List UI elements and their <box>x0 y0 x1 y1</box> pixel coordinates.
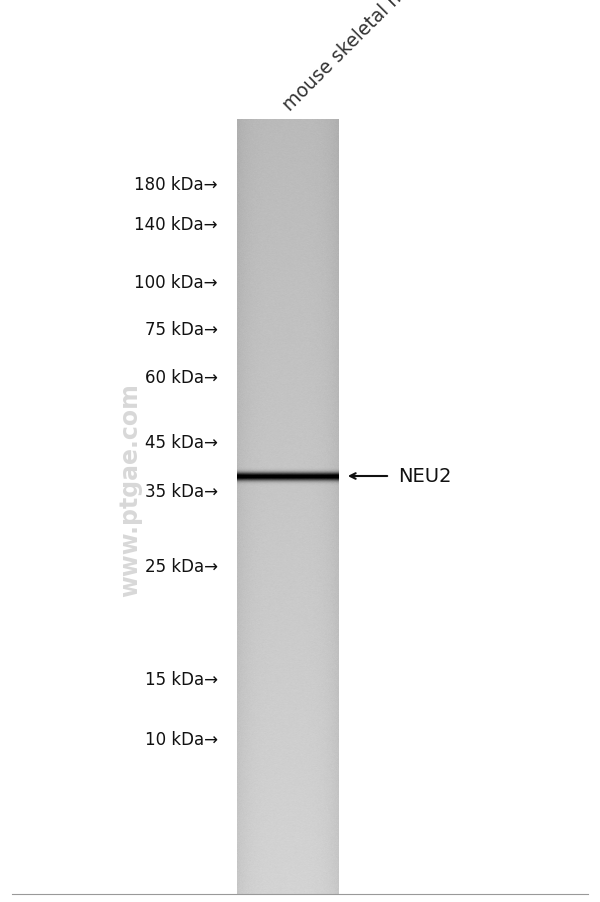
Text: 35 kDa→: 35 kDa→ <box>145 483 218 501</box>
Text: 25 kDa→: 25 kDa→ <box>145 557 218 575</box>
Text: NEU2: NEU2 <box>398 467 452 486</box>
Text: 60 kDa→: 60 kDa→ <box>145 369 218 387</box>
Text: 140 kDa→: 140 kDa→ <box>134 216 218 234</box>
Text: mouse skeletal muscle: mouse skeletal muscle <box>280 0 445 115</box>
Text: 15 kDa→: 15 kDa→ <box>145 670 218 688</box>
Text: 75 kDa→: 75 kDa→ <box>145 320 218 338</box>
Text: www.ptgae.com: www.ptgae.com <box>118 382 142 596</box>
Text: 45 kDa→: 45 kDa→ <box>145 434 218 452</box>
Text: 10 kDa→: 10 kDa→ <box>145 731 218 748</box>
Text: 100 kDa→: 100 kDa→ <box>134 273 218 291</box>
Text: 180 kDa→: 180 kDa→ <box>134 176 218 194</box>
